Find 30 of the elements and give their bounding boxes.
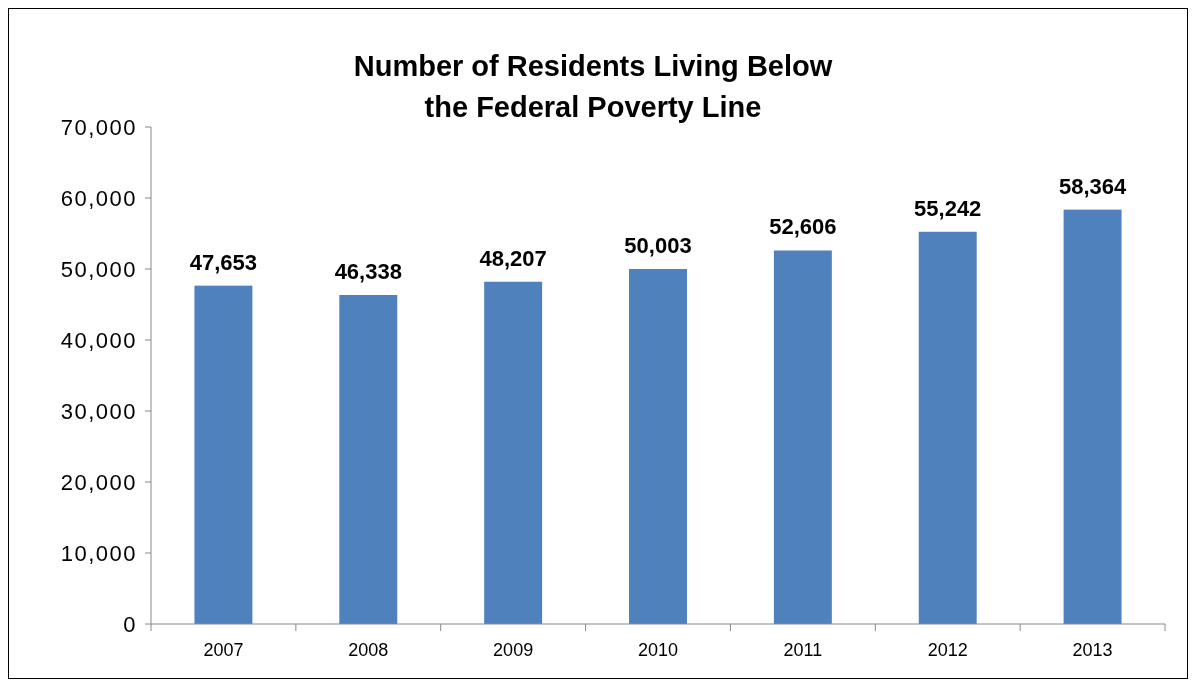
y-tick-label: 70,000 <box>60 114 137 140</box>
x-tick-label: 2012 <box>927 640 968 660</box>
y-tick-label: 50,000 <box>60 256 137 282</box>
bar <box>773 250 832 624</box>
x-tick-label: 2010 <box>637 640 679 660</box>
bar <box>194 285 253 624</box>
y-tick-label: 60,000 <box>60 185 137 211</box>
y-tick-label: 40,000 <box>60 327 137 353</box>
bar <box>918 231 977 624</box>
x-tick-label: 2011 <box>783 640 823 660</box>
data-label: 48,207 <box>479 245 547 271</box>
bar <box>339 295 398 624</box>
bar <box>484 281 543 624</box>
y-tick-label: 0 <box>123 611 137 637</box>
bar <box>1063 209 1122 624</box>
data-label: 50,003 <box>624 232 692 258</box>
y-tick-label: 20,000 <box>60 469 137 495</box>
data-label: 47,653 <box>189 249 258 275</box>
y-tick-label: 30,000 <box>60 398 137 424</box>
data-label: 46,338 <box>334 259 402 284</box>
data-label: 55,242 <box>914 195 982 221</box>
data-label: 58,364 <box>1058 173 1127 199</box>
bar <box>629 268 687 624</box>
x-tick-label: 2007 <box>203 640 244 660</box>
data-label: 52,606 <box>769 214 837 240</box>
x-tick-label: 2013 <box>1072 640 1113 660</box>
x-tick-label: 2008 <box>348 640 389 660</box>
chart-title: Number of Residents Living Below the Federal Poverty Line <box>353 50 833 123</box>
y-tick-label: 10,000 <box>60 540 137 566</box>
x-tick-label: 2009 <box>493 640 534 660</box>
